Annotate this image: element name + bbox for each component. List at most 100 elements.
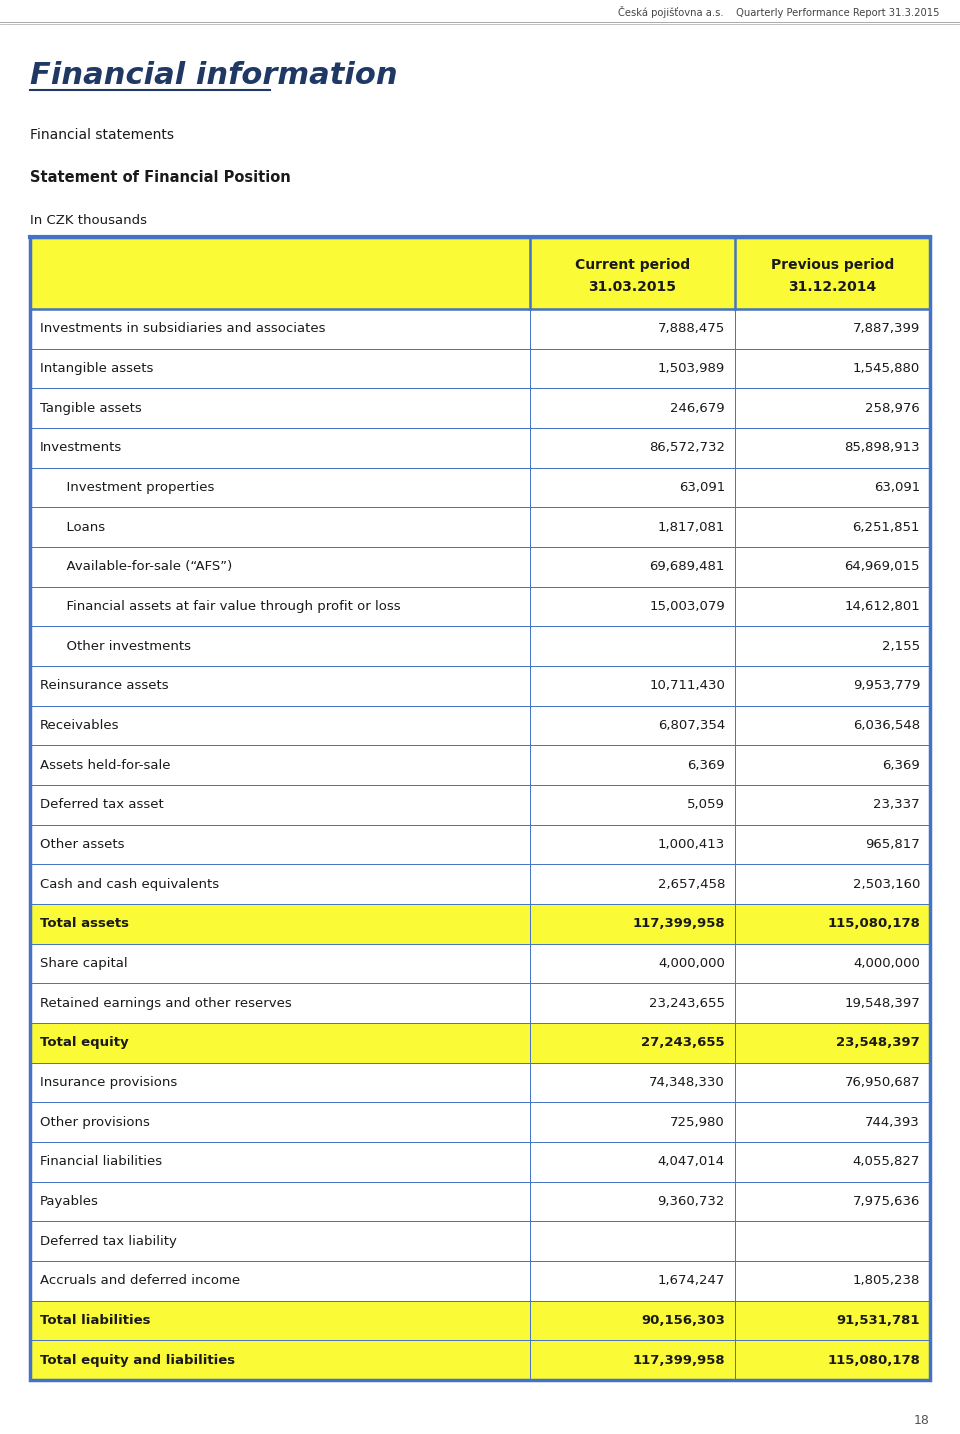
Text: 1,545,880: 1,545,880 (852, 361, 920, 376)
Text: 4,047,014: 4,047,014 (658, 1156, 725, 1169)
Text: Insurance provisions: Insurance provisions (40, 1076, 178, 1088)
Text: 7,975,636: 7,975,636 (852, 1195, 920, 1207)
Bar (30, 825, 930, 865)
Bar (30, 944, 930, 984)
Text: In CZK thousands: In CZK thousands (30, 214, 147, 227)
Text: Share capital: Share capital (40, 956, 128, 969)
Text: 258,976: 258,976 (865, 402, 920, 414)
Text: 2,155: 2,155 (882, 640, 920, 652)
Text: 7,887,399: 7,887,399 (852, 323, 920, 336)
Text: 1,000,413: 1,000,413 (658, 837, 725, 850)
Text: Investments: Investments (40, 442, 122, 455)
Text: 23,548,397: 23,548,397 (836, 1037, 920, 1050)
Text: Financial statements: Financial statements (30, 128, 174, 142)
Text: 4,055,827: 4,055,827 (852, 1156, 920, 1169)
Bar (30, 903, 930, 944)
Bar (30, 1063, 930, 1103)
Bar (30, 1103, 930, 1141)
Bar (30, 1182, 930, 1222)
Text: 6,807,354: 6,807,354 (658, 718, 725, 731)
Text: Reinsurance assets: Reinsurance assets (40, 680, 169, 693)
Bar (30, 308, 930, 348)
Text: 31.12.2014: 31.12.2014 (788, 280, 876, 294)
Bar (30, 865, 930, 903)
Text: 76,950,687: 76,950,687 (845, 1076, 920, 1088)
Text: Payables: Payables (40, 1195, 99, 1207)
Text: Assets held-for-sale: Assets held-for-sale (40, 759, 171, 771)
Text: 86,572,732: 86,572,732 (649, 442, 725, 455)
Text: Other investments: Other investments (58, 640, 191, 652)
Text: 91,531,781: 91,531,781 (836, 1314, 920, 1326)
Text: 6,369: 6,369 (882, 759, 920, 771)
Text: Investment properties: Investment properties (58, 480, 214, 493)
Text: 4,000,000: 4,000,000 (659, 956, 725, 969)
Bar (30, 784, 930, 825)
Bar (30, 237, 930, 1380)
Bar (30, 706, 930, 746)
Text: 115,080,178: 115,080,178 (828, 1354, 920, 1367)
Bar (30, 427, 930, 467)
Bar (30, 1141, 930, 1182)
Text: 1,503,989: 1,503,989 (658, 361, 725, 376)
Text: 19,548,397: 19,548,397 (844, 997, 920, 1010)
Text: 5,059: 5,059 (687, 799, 725, 812)
Text: 18: 18 (914, 1414, 930, 1427)
Text: 90,156,303: 90,156,303 (641, 1314, 725, 1326)
Text: Total equity: Total equity (40, 1037, 129, 1050)
Text: 6,251,851: 6,251,851 (852, 521, 920, 533)
Bar (30, 389, 930, 427)
Text: 6,369: 6,369 (687, 759, 725, 771)
Text: Statement of Financial Position: Statement of Financial Position (30, 171, 291, 185)
Bar (30, 1301, 930, 1341)
Bar (30, 1341, 930, 1380)
Text: 69,689,481: 69,689,481 (650, 561, 725, 574)
Text: 2,503,160: 2,503,160 (852, 878, 920, 891)
Text: 64,969,015: 64,969,015 (845, 561, 920, 574)
Text: Deferred tax liability: Deferred tax liability (40, 1235, 177, 1248)
Text: 1,817,081: 1,817,081 (658, 521, 725, 533)
Bar (30, 508, 930, 546)
Text: 9,953,779: 9,953,779 (852, 680, 920, 693)
Text: Total liabilities: Total liabilities (40, 1314, 151, 1326)
Text: 117,399,958: 117,399,958 (633, 1354, 725, 1367)
Text: 246,679: 246,679 (670, 402, 725, 414)
Text: 725,980: 725,980 (670, 1116, 725, 1129)
Text: 63,091: 63,091 (679, 480, 725, 493)
Bar (30, 348, 930, 389)
Bar (30, 665, 930, 706)
Text: 10,711,430: 10,711,430 (649, 680, 725, 693)
Text: 63,091: 63,091 (874, 480, 920, 493)
Text: 9,360,732: 9,360,732 (658, 1195, 725, 1207)
Text: 23,337: 23,337 (874, 799, 920, 812)
Text: 965,817: 965,817 (865, 837, 920, 850)
Text: Financial liabilities: Financial liabilities (40, 1156, 162, 1169)
Text: Intangible assets: Intangible assets (40, 361, 154, 376)
Bar (30, 546, 930, 587)
Text: 6,036,548: 6,036,548 (852, 718, 920, 731)
Bar (30, 984, 930, 1022)
Text: 31.03.2015: 31.03.2015 (588, 280, 677, 294)
Text: Tangible assets: Tangible assets (40, 402, 142, 414)
Text: Retained earnings and other reserves: Retained earnings and other reserves (40, 997, 292, 1010)
Text: Total equity and liabilities: Total equity and liabilities (40, 1354, 235, 1367)
Text: 74,348,330: 74,348,330 (649, 1076, 725, 1088)
Text: Accruals and deferred income: Accruals and deferred income (40, 1275, 240, 1288)
Text: Available-for-sale (“AFS”): Available-for-sale (“AFS”) (58, 561, 232, 574)
Text: 23,243,655: 23,243,655 (649, 997, 725, 1010)
Text: Cash and cash equivalents: Cash and cash equivalents (40, 878, 219, 891)
Text: Total assets: Total assets (40, 918, 129, 931)
Text: Česká pojišťovna a.s.    Quarterly Performance Report 31.3.2015: Česká pojišťovna a.s. Quarterly Performa… (618, 6, 940, 19)
Text: 15,003,079: 15,003,079 (649, 599, 725, 612)
Text: 1,805,238: 1,805,238 (852, 1275, 920, 1288)
Text: 27,243,655: 27,243,655 (641, 1037, 725, 1050)
Text: 117,399,958: 117,399,958 (633, 918, 725, 931)
Text: 115,080,178: 115,080,178 (828, 918, 920, 931)
Text: Financial assets at fair value through profit or loss: Financial assets at fair value through p… (58, 599, 400, 612)
Text: Deferred tax asset: Deferred tax asset (40, 799, 164, 812)
Text: 744,393: 744,393 (865, 1116, 920, 1129)
Bar (30, 1260, 930, 1301)
Text: Investments in subsidiaries and associates: Investments in subsidiaries and associat… (40, 323, 325, 336)
Bar (30, 237, 930, 308)
Text: 14,612,801: 14,612,801 (844, 599, 920, 612)
Text: Other assets: Other assets (40, 837, 125, 850)
